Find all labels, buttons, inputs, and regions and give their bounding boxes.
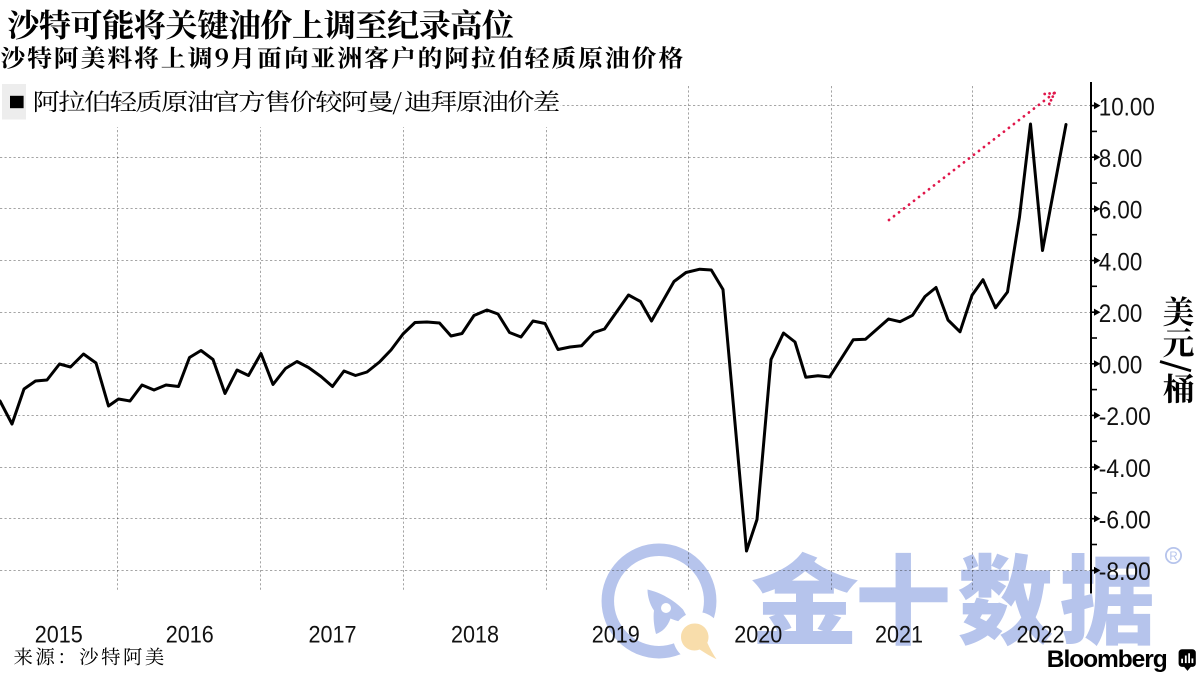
svg-text:-2.00: -2.00	[1099, 403, 1151, 431]
svg-text:0.00: 0.00	[1099, 352, 1143, 380]
svg-text:Bloomberg: Bloomberg	[1047, 646, 1167, 673]
svg-text:2018: 2018	[451, 622, 499, 649]
svg-text:8.00: 8.00	[1099, 145, 1143, 173]
svg-text:-6.00: -6.00	[1099, 507, 1151, 535]
svg-text:-4.00: -4.00	[1099, 455, 1151, 483]
svg-text:2020: 2020	[734, 622, 782, 649]
svg-text:2021: 2021	[875, 622, 923, 649]
svg-text:-8.00: -8.00	[1099, 558, 1151, 586]
svg-text:10.00: 10.00	[1099, 93, 1155, 121]
svg-text:2017: 2017	[309, 622, 357, 649]
svg-text:4.00: 4.00	[1099, 248, 1143, 276]
svg-text:R: R	[1169, 551, 1177, 563]
svg-text:6.00: 6.00	[1099, 197, 1143, 225]
svg-text:2015: 2015	[35, 622, 83, 649]
svg-text:2022: 2022	[1017, 622, 1065, 649]
svg-text:2019: 2019	[592, 622, 640, 649]
svg-text:2.00: 2.00	[1099, 300, 1143, 328]
svg-text:2016: 2016	[166, 622, 214, 649]
